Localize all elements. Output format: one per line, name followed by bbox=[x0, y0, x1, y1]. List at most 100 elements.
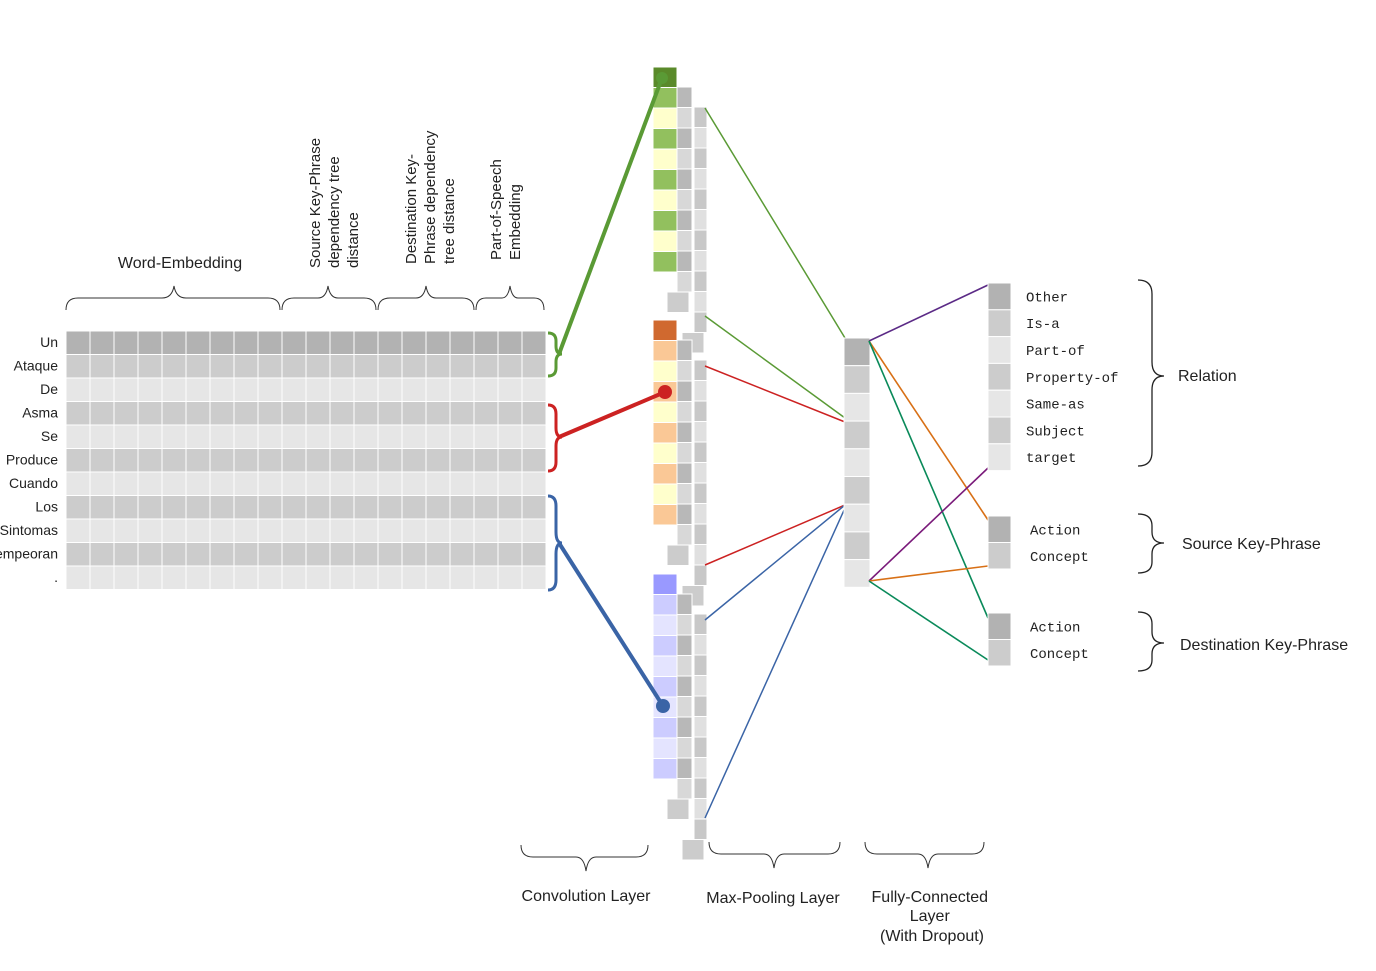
matrix-cell bbox=[282, 496, 306, 520]
matrix-cell bbox=[234, 378, 258, 402]
matrix-cell bbox=[138, 543, 162, 567]
matrix-cell bbox=[66, 378, 90, 402]
matrix-cell bbox=[258, 355, 282, 379]
destination-distance-line-1: Destination Key- bbox=[403, 154, 420, 264]
matrix-cell bbox=[258, 378, 282, 402]
matrix-cell bbox=[210, 402, 234, 426]
matrix-cell bbox=[282, 355, 306, 379]
matrix-cell bbox=[498, 543, 522, 567]
relation-cell bbox=[988, 417, 1011, 444]
matrix-cell bbox=[354, 519, 378, 543]
matrix-cell bbox=[306, 425, 330, 449]
feature-map-cell bbox=[653, 108, 677, 129]
matrix-cell bbox=[186, 472, 210, 496]
destination-key-phrase-brace bbox=[1138, 612, 1164, 671]
matrix-cell bbox=[234, 331, 258, 355]
matrix-cell bbox=[474, 472, 498, 496]
feature-map-cell bbox=[653, 341, 677, 362]
conv-to-pool-connections bbox=[705, 108, 845, 818]
relation-label: Relation bbox=[1178, 368, 1237, 385]
matrix-cell bbox=[426, 519, 450, 543]
matrix-cell bbox=[162, 519, 186, 543]
destination-key-phrase-class-label: Action bbox=[1030, 620, 1080, 636]
matrix-cell bbox=[498, 449, 522, 473]
destination-distance-label: Destination Key- Phrase dependency tree … bbox=[403, 126, 458, 264]
matrix-cell bbox=[186, 331, 210, 355]
relation-cell bbox=[988, 363, 1011, 390]
source-distance-line-1: Source Key-Phrase bbox=[307, 138, 324, 268]
destination-key-phrase-label: Destination Key-Phrase bbox=[1180, 637, 1348, 654]
matrix-cell bbox=[258, 566, 282, 590]
matrix-cell bbox=[474, 378, 498, 402]
green-filter-feature-map bbox=[653, 67, 707, 353]
matrix-cell bbox=[114, 449, 138, 473]
feature-map-cell bbox=[653, 190, 677, 211]
matrix-cell bbox=[330, 543, 354, 567]
matrix-cell bbox=[66, 496, 90, 520]
fully-connected-line-2: Layer bbox=[910, 908, 951, 925]
convolution-layer-label: Convolution Layer bbox=[522, 888, 652, 905]
matrix-cell bbox=[402, 543, 426, 567]
matrix-cell bbox=[522, 449, 546, 473]
matrix-cell bbox=[162, 355, 186, 379]
matrix-cell bbox=[522, 472, 546, 496]
matrix-cell bbox=[378, 496, 402, 520]
matrix-cell bbox=[234, 543, 258, 567]
matrix-cell bbox=[378, 355, 402, 379]
matrix-cell bbox=[138, 355, 162, 379]
pos-embedding-label: Part-of-Speech Embedding bbox=[488, 155, 524, 260]
fully-connected-line-1: Fully-Connected bbox=[872, 889, 989, 906]
matrix-cell bbox=[66, 543, 90, 567]
matrix-cell bbox=[306, 331, 330, 355]
matrix-cell bbox=[498, 496, 522, 520]
feature-map-cell bbox=[653, 505, 677, 526]
feature-map-cell bbox=[653, 423, 677, 444]
pool-cell bbox=[844, 560, 870, 588]
relation-cell bbox=[988, 390, 1011, 417]
matrix-cell bbox=[522, 425, 546, 449]
matrix-cell bbox=[306, 472, 330, 496]
matrix-cell bbox=[522, 378, 546, 402]
word-label: Produce bbox=[6, 452, 58, 468]
relation-brace bbox=[1138, 280, 1164, 466]
source-distance-brace bbox=[282, 286, 376, 310]
blue-filter-dot bbox=[656, 699, 670, 713]
matrix-cell bbox=[498, 355, 522, 379]
matrix-cell bbox=[66, 449, 90, 473]
feature-map-cell bbox=[653, 320, 677, 341]
relation-output-column: OtherIs-aPart-ofProperty-ofSame-asSubjec… bbox=[988, 283, 1118, 471]
relation-class-label: Part-of bbox=[1026, 344, 1085, 360]
matrix-cell bbox=[522, 519, 546, 543]
red-filter-connection bbox=[559, 392, 665, 437]
destination-key-phrase-cell bbox=[988, 640, 1011, 667]
matrix-cell bbox=[402, 331, 426, 355]
matrix-cell bbox=[402, 472, 426, 496]
matrix-cell bbox=[114, 496, 138, 520]
destination-distance-line-3: tree distance bbox=[441, 178, 458, 264]
layer-braces bbox=[521, 842, 984, 871]
matrix-cell bbox=[258, 331, 282, 355]
matrix-cell bbox=[354, 566, 378, 590]
matrix-cell bbox=[426, 566, 450, 590]
feature-map-cell bbox=[653, 211, 677, 232]
pool-cell bbox=[844, 504, 870, 532]
matrix-cell bbox=[282, 378, 306, 402]
matrix-cell bbox=[426, 331, 450, 355]
matrix-cell bbox=[402, 496, 426, 520]
matrix-cell bbox=[450, 449, 474, 473]
matrix-cell bbox=[498, 331, 522, 355]
relation-class-label: Is-a bbox=[1026, 317, 1060, 333]
matrix-cell bbox=[378, 331, 402, 355]
green-filter-dot bbox=[656, 72, 668, 84]
feature-map-cell bbox=[653, 636, 677, 657]
matrix-cell bbox=[474, 519, 498, 543]
matrix-cell bbox=[330, 449, 354, 473]
matrix-cell bbox=[234, 519, 258, 543]
matrix-cell bbox=[378, 449, 402, 473]
source-distance-label: Source Key-Phrase dependency tree distan… bbox=[307, 134, 362, 268]
matrix-cell bbox=[354, 402, 378, 426]
matrix-cell bbox=[474, 331, 498, 355]
feature-map-cell bbox=[653, 656, 677, 677]
matrix-cell bbox=[138, 519, 162, 543]
matrix-cell bbox=[186, 449, 210, 473]
